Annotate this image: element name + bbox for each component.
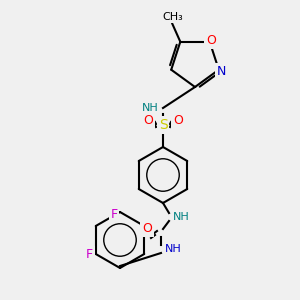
Text: F: F [110, 208, 118, 220]
Text: NH: NH [165, 244, 182, 254]
Text: NH: NH [142, 103, 159, 113]
Text: O: O [142, 223, 152, 236]
Text: S: S [159, 118, 167, 132]
Text: F: F [86, 248, 93, 260]
Text: O: O [206, 34, 216, 47]
Text: NH: NH [172, 212, 189, 222]
Text: N: N [217, 65, 226, 78]
Text: O: O [143, 115, 153, 128]
Text: CH₃: CH₃ [162, 12, 183, 22]
Text: O: O [173, 115, 183, 128]
